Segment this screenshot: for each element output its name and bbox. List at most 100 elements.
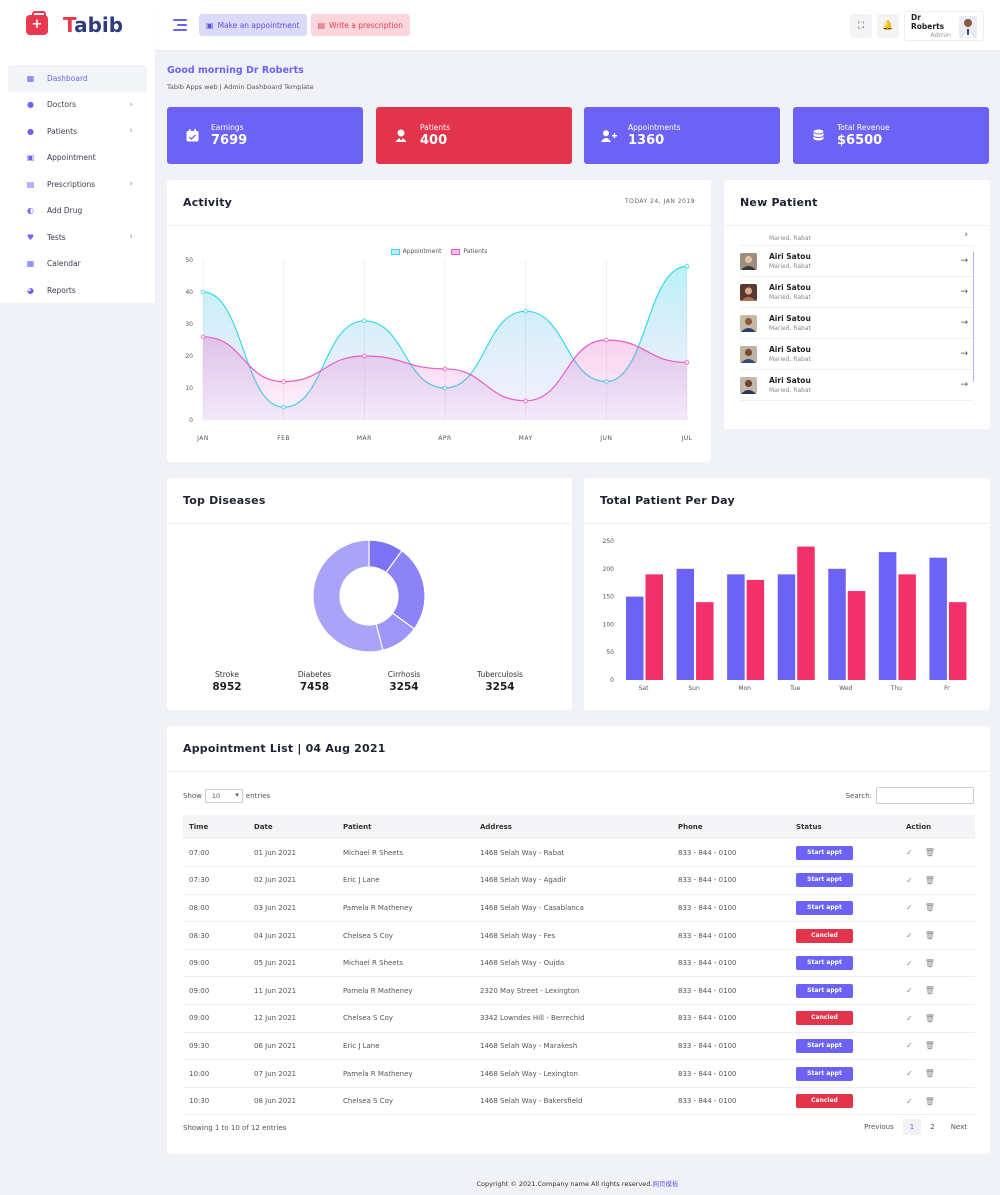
sidebar-item-prescriptions[interactable]: ▤ Prescriptions › <box>26 179 133 190</box>
stat-card-appointments: Appointments 1360 <box>584 107 780 164</box>
search-input[interactable] <box>876 787 974 804</box>
pagination-next[interactable]: Next <box>950 1123 967 1131</box>
grid-icon: ▦ <box>26 73 35 83</box>
arrow-right-icon[interactable]: → <box>960 318 968 328</box>
scrollbar[interactable] <box>973 252 974 382</box>
list-item[interactable]: Airi Satou Maried, Rabat → <box>740 339 974 370</box>
cancelled-badge[interactable]: Cancled <box>796 1094 853 1109</box>
x-tick-label: FEB <box>277 435 290 442</box>
trash-icon[interactable]: 🗑 <box>924 1069 935 1079</box>
pagination-page-2[interactable]: 2 <box>930 1123 935 1131</box>
arrow-right-icon[interactable]: → <box>960 256 968 266</box>
check-icon[interactable]: ✓ <box>906 931 913 941</box>
cell-status: Cancled <box>790 1087 900 1116</box>
trash-icon[interactable]: 🗑 <box>924 958 935 968</box>
legend-appointment[interactable]: Appointment <box>390 248 441 255</box>
check-icon[interactable]: ✓ <box>906 903 913 913</box>
sidebar-item-appointment[interactable]: ▣ Appointment <box>26 153 96 163</box>
cancelled-badge[interactable]: Cancled <box>796 928 853 943</box>
disease-diabetes: Diabetes 7458 <box>297 670 332 693</box>
sidebar-item-tests[interactable]: ♥ Tests › <box>26 232 133 243</box>
list-item[interactable]: Maried, Rabat › <box>740 230 974 246</box>
check-icon[interactable]: ✓ <box>906 958 913 968</box>
data-point <box>442 366 448 371</box>
top-navbar: ▣ Make an appointment ▤ Write a prescrip… <box>155 0 1000 50</box>
trash-icon[interactable]: 🗑 <box>924 875 935 885</box>
column-header-time[interactable]: Time <box>183 815 248 839</box>
sidebar-item-add-drug[interactable]: ◐ Add Drug <box>27 206 83 216</box>
trash-icon[interactable]: 🗑 <box>924 1013 935 1023</box>
check-icon[interactable]: ✓ <box>906 1069 913 1079</box>
patients-per-day-card: Total Patient Per Day 0 50 100 150 200 250 Sat… <box>584 478 990 710</box>
disease-stroke: Stroke 8952 <box>212 670 242 693</box>
user-menu[interactable]: Dr Roberts Admin <box>904 11 984 41</box>
sidebar-item-doctors[interactable]: ● Doctors › <box>27 99 133 110</box>
user-role: Admin <box>930 31 951 39</box>
sidebar-item-dashboard[interactable]: ▦ Dashboard <box>8 65 147 92</box>
pagination-previous[interactable]: Previous <box>864 1123 894 1131</box>
cell-action: ✓ 🗑 <box>900 976 975 1006</box>
cancelled-badge[interactable]: Cancled <box>796 1011 853 1026</box>
legend-patients[interactable]: Patients <box>451 248 487 255</box>
sidebar-item-patients[interactable]: ● Patients › <box>27 126 133 137</box>
column-header-status[interactable]: Status <box>790 815 900 839</box>
cell-patient: Pamela R Matheney <box>337 976 474 1006</box>
trash-icon[interactable]: 🗑 <box>924 903 935 913</box>
write-prescription-button[interactable]: ▤ Write a prescription <box>310 14 410 36</box>
trash-icon[interactable]: 🗑 <box>924 931 935 941</box>
start-appt-button[interactable]: Start appt <box>796 1066 853 1081</box>
arrow-right-icon[interactable]: › <box>964 230 968 240</box>
make-appointment-button[interactable]: ▣ Make an appointment <box>199 14 307 36</box>
y-tick-label: 100 <box>603 621 615 628</box>
list-item[interactable]: Airi Satou Maried, Rabat → <box>740 370 974 401</box>
check-icon[interactable]: ✓ <box>906 875 913 885</box>
stat-card-total-revenue: Total Revenue $6500 <box>793 107 989 164</box>
list-item[interactable]: Airi Satou Maried, Rabat → <box>740 246 974 277</box>
column-header-date[interactable]: Date <box>248 815 337 839</box>
check-icon[interactable]: ✓ <box>906 1041 913 1051</box>
list-item[interactable]: Airi Satou Maried, Rabat → <box>740 308 974 339</box>
start-appt-button[interactable]: Start appt <box>796 873 853 888</box>
brand-logo[interactable]: Tabib <box>0 0 155 50</box>
activity-date: TODAY 24, JAN 2019 <box>625 198 695 205</box>
cell-phone: 833 - 844 - 0100 <box>672 1004 790 1033</box>
check-icon[interactable]: ✓ <box>906 986 913 996</box>
table-row: 09:00 05 Jun 2021 Michael R Sheets 1468 Sel… <box>183 949 975 978</box>
list-item[interactable]: Airi Satou Maried, Rabat → <box>740 277 974 308</box>
entries-select[interactable]: 10 <box>204 789 243 803</box>
arrow-right-icon[interactable]: → <box>960 380 968 390</box>
column-header-action[interactable]: Action <box>900 815 975 839</box>
trash-icon[interactable]: 🗑 <box>924 848 935 858</box>
arrow-right-icon[interactable]: → <box>960 287 968 297</box>
footer-link[interactable]: 网页模板 <box>652 1180 679 1188</box>
cell-phone: 833 - 844 - 0100 <box>672 921 790 950</box>
pagination-page-1[interactable]: 1 <box>902 1119 922 1135</box>
start-appt-button[interactable]: Start appt <box>796 956 853 971</box>
start-appt-button[interactable]: Start appt <box>796 845 853 860</box>
trash-icon[interactable]: 🗑 <box>924 1041 935 1051</box>
start-appt-button[interactable]: Start appt <box>796 900 853 915</box>
column-header-address[interactable]: Address <box>474 815 672 839</box>
column-header-patient[interactable]: Patient <box>337 815 474 839</box>
check-icon[interactable]: ✓ <box>906 1096 913 1106</box>
user-plus-icon <box>600 129 618 142</box>
check-icon[interactable]: ✓ <box>906 1013 913 1023</box>
sidebar-item-reports[interactable]: ◕ Reports <box>27 285 76 295</box>
check-icon[interactable]: ✓ <box>906 848 913 858</box>
start-appt-button[interactable]: Start appt <box>796 1038 853 1053</box>
notification-bell-icon[interactable]: 🔔 <box>877 14 899 38</box>
cell-address: 2320 May Street - Lexington <box>474 976 672 1006</box>
column-header-phone[interactable]: Phone <box>672 815 790 839</box>
trash-icon[interactable]: 🗑 <box>924 1096 935 1106</box>
start-appt-button[interactable]: Start appt <box>796 983 853 998</box>
y-tick-label: 250 <box>603 538 615 545</box>
sidebar-item-calendar[interactable]: ▦ Calendar <box>26 259 81 269</box>
data-point <box>281 379 286 384</box>
arrow-right-icon[interactable]: → <box>960 349 968 359</box>
y-tick-label: 150 <box>603 594 615 601</box>
fullscreen-icon[interactable]: ⛶ <box>850 14 872 38</box>
cell-phone: 833 - 844 - 0100 <box>672 1087 790 1116</box>
trash-icon[interactable]: 🗑 <box>924 986 935 996</box>
cell-phone: 833 - 844 - 0100 <box>672 839 790 868</box>
menu-toggle-icon[interactable] <box>173 19 187 31</box>
